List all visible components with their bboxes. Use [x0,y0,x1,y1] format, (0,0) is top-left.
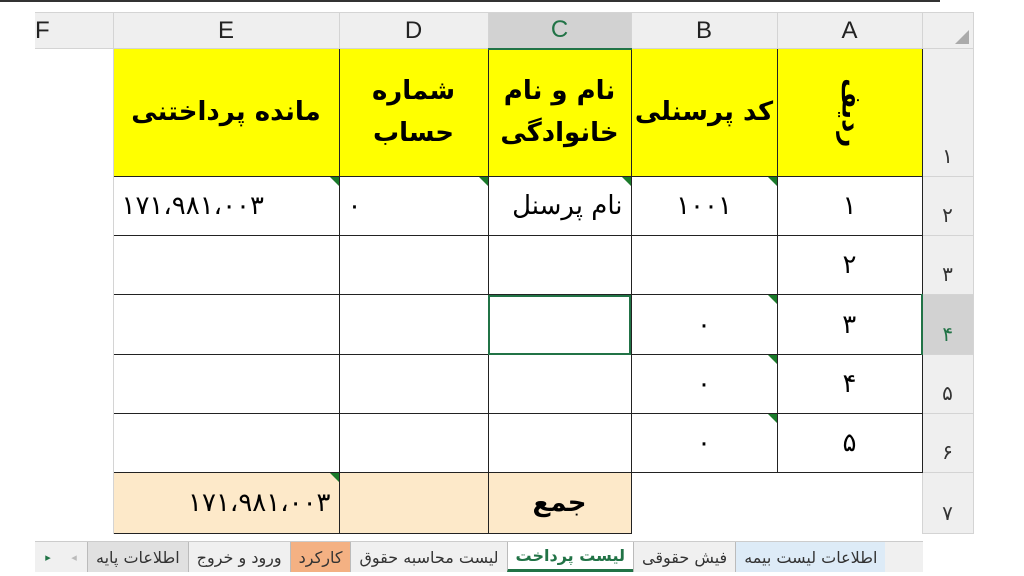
cell-F5[interactable] [35,354,114,414]
row-header-7[interactable]: ۷ [921,472,974,534]
cell-value: ۱۷۱،۹۸۱،۰۰۳ [121,191,264,221]
table-row: ۰ ۵ ۶ [35,413,974,473]
window-top-border [0,0,940,2]
cell-A3[interactable]: ۲ [776,235,923,295]
total-account-cell[interactable] [338,472,489,534]
select-all-button[interactable] [921,12,974,49]
cell-C4[interactable] [487,294,632,355]
cell-E3[interactable] [112,235,340,295]
column-header-d[interactable]: D [338,12,489,49]
row-header-1[interactable]: ۱ [921,48,974,177]
error-indicator-icon [767,177,776,186]
error-indicator-icon [621,177,630,186]
error-indicator-icon [329,473,338,482]
table-row: ۰ ۳ ۴ [35,294,974,355]
sheet-tab[interactable]: ورود و خروج [187,542,290,572]
cell-F3[interactable] [35,235,114,295]
cell-value: ۰ [347,191,362,221]
column-header-f[interactable]: F [35,12,114,49]
table-row: ۰ ۴ ۵ [35,354,974,414]
cell-C5[interactable] [487,354,632,414]
sheet-tab[interactable]: کارکرد [289,542,351,572]
cell-value: نام پرسنل [512,191,623,221]
row-header-4[interactable]: ۴ [921,294,974,355]
sheet-tab[interactable]: اطلاعات پایه [87,542,188,572]
cell-E4[interactable] [112,294,340,355]
cell-A6[interactable]: ۵ [776,413,923,473]
cell-D4[interactable] [338,294,489,355]
spreadsheet-grid[interactable]: F E D C B A مانده پرداختنی شماره حساب نا… [35,12,974,534]
header-personnel-code[interactable]: کد پرسنلی [630,48,778,177]
cell-F1[interactable] [35,48,114,177]
cell-E2[interactable]: ۱۷۱،۹۸۱،۰۰۳ [112,176,340,236]
cell-A7[interactable] [777,472,923,534]
cell-D2[interactable]: ۰ [338,176,489,236]
scroll-right-icon[interactable]: ▸ [45,550,51,564]
cell-value: ۱ [842,191,857,221]
column-header-e[interactable]: E [112,12,340,49]
header-account-number[interactable]: شماره حساب [338,48,489,177]
table-row: ۱۷۱،۹۸۱،۰۰۳ ۰ نام پرسنل ۱۰۰۱ ۱ ۲ [35,176,974,236]
row-number-header-text: ردیف [835,77,866,148]
cell-A2[interactable]: ۱ [776,176,923,236]
cell-B7[interactable] [631,473,777,534]
total-remaining-payable[interactable]: ۱۷۱،۹۸۱،۰۰۳ [112,472,340,534]
sheet-nav: ◂ ▸ [35,542,87,572]
total-label-cell[interactable]: جمع [487,472,632,534]
cell-C6[interactable] [487,413,632,473]
cell-D5[interactable] [338,354,489,414]
row-header-3[interactable]: ۳ [921,235,974,295]
header-remaining-payable[interactable]: مانده پرداختنی [112,48,340,177]
row-header-6[interactable]: ۶ [921,413,974,473]
error-indicator-icon [478,177,487,186]
sheet-tab[interactable]: اطلاعات لیست بیمه [735,542,886,572]
cell-value: ۰ [697,428,711,458]
sheet-tab[interactable]: فیش حقوقی [633,542,735,572]
header-row-number[interactable]: ردیف [776,48,923,177]
cell-B5[interactable]: ۰ [630,354,778,414]
select-all-triangle-icon [954,30,969,44]
column-header-b[interactable]: B [630,12,778,49]
cell-value: ۲ [842,250,857,280]
cell-B2[interactable]: ۱۰۰۱ [630,176,778,236]
sheet-tab[interactable]: لیست پرداخت [506,542,633,572]
cell-D6[interactable] [338,413,489,473]
cell-E5[interactable] [112,354,340,414]
header-full-name[interactable]: نام و نام خانوادگی [487,48,632,177]
error-indicator-icon [767,355,776,364]
error-indicator-icon [767,414,776,423]
column-header-c[interactable]: C [487,12,632,50]
cell-value: ۳ [842,309,857,340]
cell-B4[interactable]: ۰ [630,294,778,355]
scroll-left-icon[interactable]: ◂ [71,550,77,564]
total-value: ۱۷۱،۹۸۱،۰۰۳ [188,488,331,518]
cell-value: ۵ [842,428,857,458]
cell-C3[interactable] [487,235,632,295]
cell-F7[interactable] [35,472,114,534]
cell-D3[interactable] [338,235,489,295]
cell-E6[interactable] [112,413,340,473]
cell-value: ۱۰۰۱ [676,191,732,221]
cell-C2[interactable]: نام پرسنل [487,176,632,236]
row-header-5[interactable]: ۵ [921,354,974,414]
sheet-tab-bar: ◂ ▸ اطلاعات پایه ورود و خروج کارکرد لیست مح… [35,541,923,572]
sheet-tab[interactable]: لیست محاسبه حقوق [350,542,506,572]
cell-B3[interactable] [630,235,778,295]
error-indicator-icon [767,295,776,304]
cell-A4[interactable]: ۳ [776,294,923,355]
cell-value: ۰ [697,369,711,399]
cell-value: ۴ [842,369,857,399]
cell-A5[interactable]: ۴ [776,354,923,414]
row-header-2[interactable]: ۲ [921,176,974,236]
cell-B6[interactable]: ۰ [630,413,778,473]
cell-value: ۰ [697,309,711,340]
cell-F2[interactable] [35,176,114,236]
cell-F4[interactable] [35,294,114,355]
cell-F6[interactable] [35,413,114,473]
column-header-a[interactable]: A [776,12,923,49]
error-indicator-icon [329,177,338,186]
